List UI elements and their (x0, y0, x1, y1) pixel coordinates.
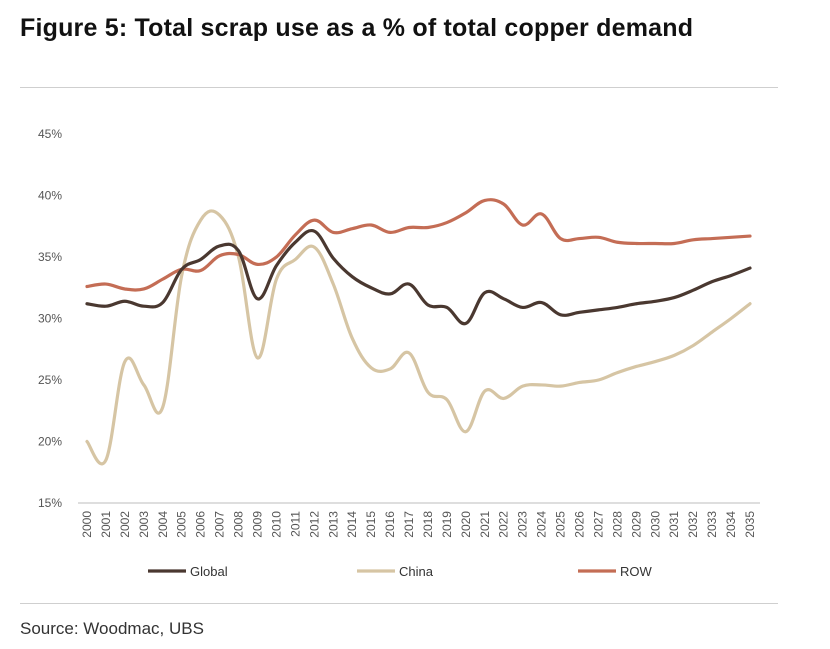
y-tick-label: 20% (38, 435, 62, 449)
x-tick-label: 2018 (421, 511, 435, 538)
bottom-divider (20, 603, 778, 604)
x-tick-label: 2007 (213, 511, 227, 538)
x-tick-label: 2001 (99, 511, 113, 538)
x-tick-label: 2034 (724, 511, 738, 538)
x-tick-label: 2015 (364, 511, 378, 538)
x-tick-label: 2035 (743, 511, 757, 538)
y-tick-label: 45% (38, 127, 62, 141)
top-divider (20, 87, 778, 88)
y-axis-ticks: 15% 20% 25% 30% 35% 40% 45% (38, 127, 62, 510)
x-tick-label: 2024 (535, 511, 549, 538)
x-tick-label: 2023 (516, 511, 530, 538)
series-line-global (85, 228, 752, 326)
x-tick-label: 2005 (175, 511, 189, 538)
legend: Global China ROW (148, 564, 653, 579)
x-tick-label: 2009 (250, 511, 264, 538)
line-chart: 15%20%25%30%35%40%45% 2000 2001 2002 2003 20… (38, 127, 760, 579)
x-tick-label: 2027 (591, 511, 605, 538)
x-tick-label: 2028 (610, 511, 624, 538)
x-tick-label: 2022 (497, 511, 511, 538)
y-tick-label: 40% (38, 189, 62, 203)
x-tick-label: 2019 (440, 511, 454, 538)
y-tick-label: 25% (38, 373, 62, 387)
x-tick-label: 2016 (383, 511, 397, 538)
x-tick-label: 2020 (459, 511, 473, 538)
source-note: Source: Woodmac, UBS (20, 619, 204, 638)
x-tick-label: 2025 (554, 511, 568, 538)
x-tick-label: 2031 (667, 511, 681, 538)
x-tick-label: 2011 (288, 511, 302, 537)
series-lines (85, 198, 752, 466)
series-line-row (85, 198, 752, 292)
y-tick-label: 15% (38, 496, 62, 510)
x-tick-label: 2012 (307, 511, 321, 538)
x-tick-label: 2002 (118, 511, 132, 538)
x-tick-label: 2032 (686, 511, 700, 538)
y-tick-label: 30% (38, 312, 62, 326)
x-tick-label: 2021 (478, 511, 492, 538)
x-tick-label: 2026 (573, 511, 587, 538)
x-tick-label: 2017 (402, 511, 416, 538)
series-line-china (85, 209, 752, 466)
x-tick-label: 2006 (194, 511, 208, 538)
x-tick-label: 2030 (648, 511, 662, 538)
x-tick-label: 2014 (345, 511, 359, 538)
legend-label-row: ROW (620, 564, 653, 579)
x-tick-label: 2008 (232, 511, 246, 538)
x-tick-label: 2029 (629, 511, 643, 538)
x-tick-label: 2004 (156, 511, 170, 538)
legend-label-global: Global (190, 564, 228, 579)
x-tick-label: 2010 (269, 511, 283, 538)
x-tick-label: 2000 (80, 511, 94, 538)
legend-label-china: China (399, 564, 434, 579)
y-tick-label: 35% (38, 250, 62, 264)
x-tick-label: 2013 (326, 511, 340, 538)
figure-title: Figure 5: Total scrap use as a % of tota… (20, 14, 694, 42)
x-tick-label: 2033 (705, 511, 719, 538)
x-axis-ticks: 2000 2001 2002 2003 2004 2005 2006 2007 2008 2009… (80, 511, 757, 538)
x-tick-label: 2003 (137, 511, 151, 538)
